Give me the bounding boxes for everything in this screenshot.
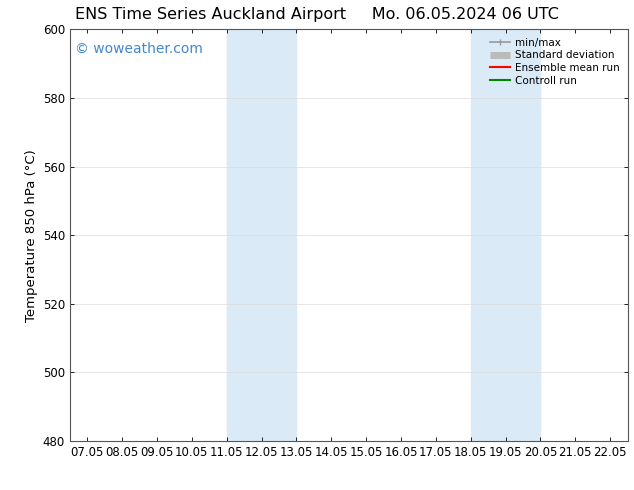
Legend: min/max, Standard deviation, Ensemble mean run, Controll run: min/max, Standard deviation, Ensemble me… [486, 35, 623, 89]
Bar [470, 29, 540, 441]
Y-axis label: Temperature 850 hPa (°C): Temperature 850 hPa (°C) [25, 149, 39, 321]
Bar [226, 29, 296, 441]
Text: ENS Time Series Auckland Airport     Mo. 06.05.2024 06 UTC: ENS Time Series Auckland Airport Mo. 06.… [75, 7, 559, 23]
Text: © woweather.com: © woweather.com [75, 42, 203, 56]
